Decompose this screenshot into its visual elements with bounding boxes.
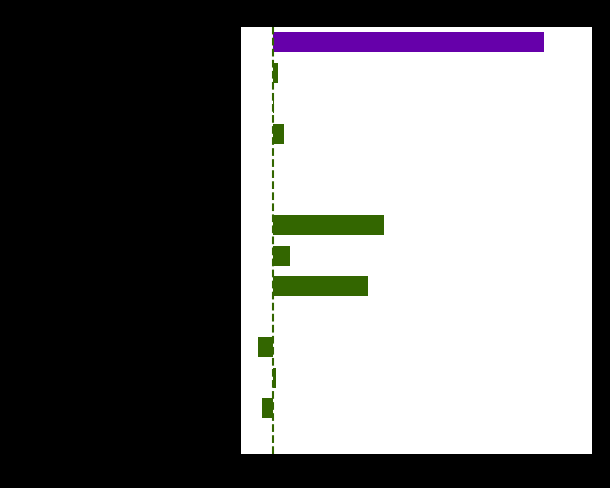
Bar <box>273 245 290 265</box>
Bar <box>262 398 273 418</box>
Bar <box>273 276 368 296</box>
Bar <box>273 32 544 52</box>
Bar <box>273 123 284 143</box>
Bar <box>273 62 278 82</box>
Bar <box>273 215 384 235</box>
Bar <box>273 367 276 387</box>
Bar <box>273 93 274 113</box>
Bar <box>259 337 273 357</box>
